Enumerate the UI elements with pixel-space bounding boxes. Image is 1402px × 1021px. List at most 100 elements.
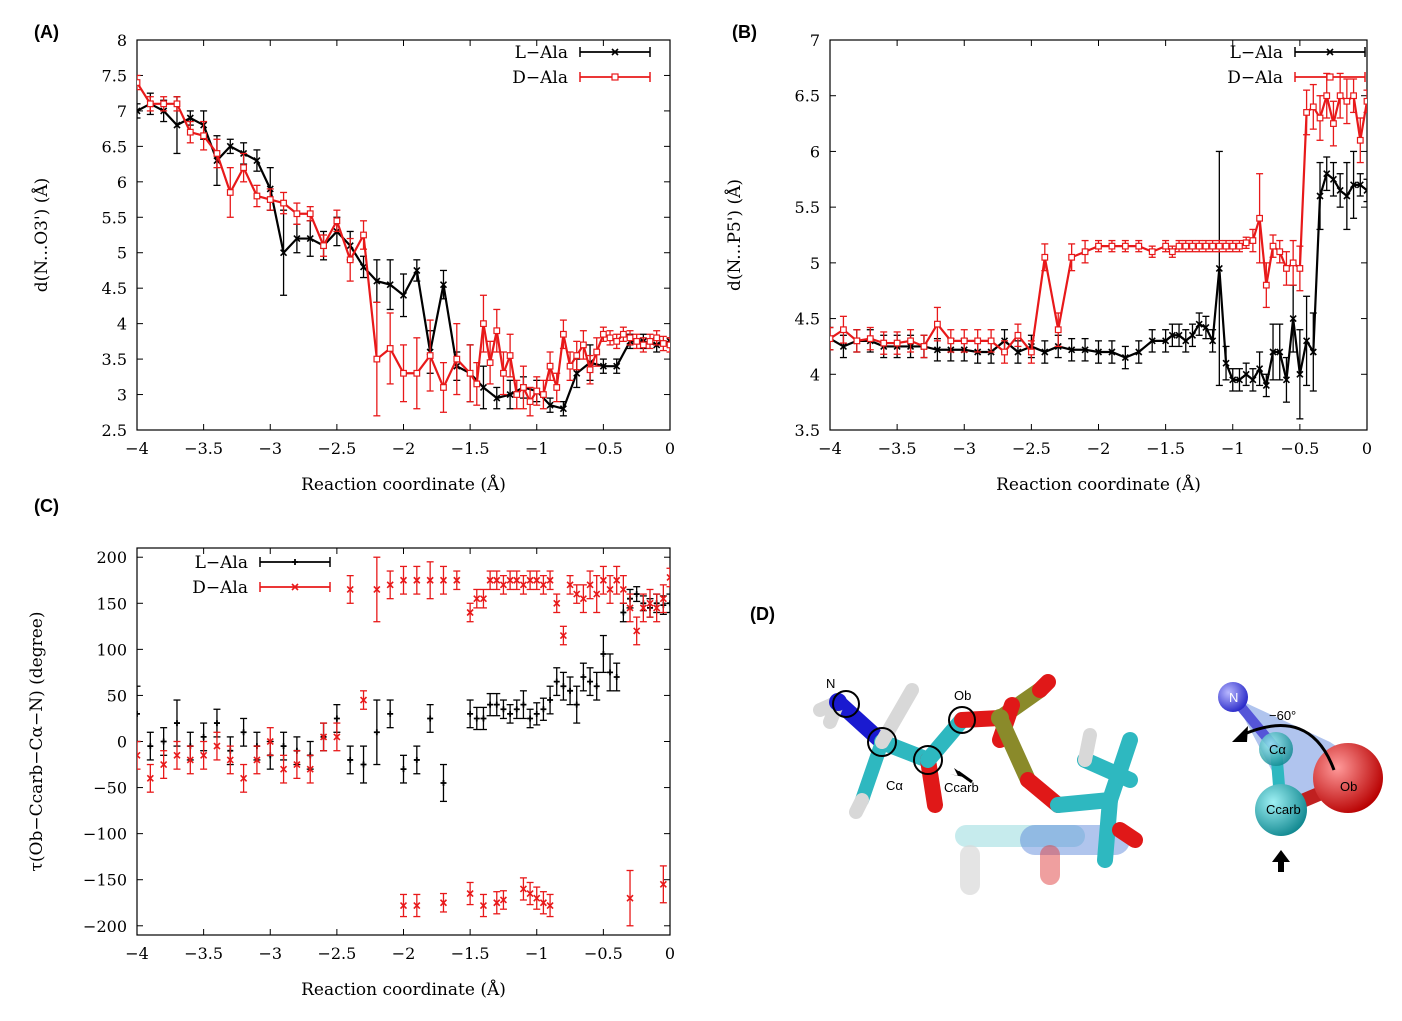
data-point bbox=[1303, 109, 1310, 116]
data-point bbox=[1108, 242, 1116, 250]
legend-label: L−Ala bbox=[195, 553, 248, 573]
carbon-atom-ccarb bbox=[1255, 784, 1307, 836]
data-point bbox=[667, 600, 670, 607]
plot-area bbox=[830, 72, 1367, 420]
data-point bbox=[1081, 248, 1089, 256]
data-point bbox=[830, 335, 834, 343]
x-tick-label: −3 bbox=[258, 944, 282, 963]
data-point bbox=[1269, 242, 1277, 250]
bond-ribose bbox=[1050, 792, 1118, 813]
y-tick-label: 5 bbox=[810, 254, 820, 273]
data-point bbox=[580, 674, 587, 680]
data-point bbox=[933, 320, 941, 328]
data-point bbox=[466, 369, 474, 377]
data-point bbox=[547, 697, 554, 704]
panel-label-d: (D) bbox=[750, 604, 775, 624]
data-point bbox=[280, 765, 288, 773]
y-tick-label: 7 bbox=[117, 102, 127, 121]
y-tick-label: 100 bbox=[96, 640, 127, 659]
x-tick-label: 0 bbox=[1362, 439, 1372, 458]
data-point bbox=[280, 199, 287, 207]
legend-label: D−Ala bbox=[1227, 68, 1283, 88]
x-tick-label: −2.5 bbox=[317, 944, 356, 963]
chart-c: −4 −3.5 −3 −2.5 −2 −1.5 −1 −0.5 0 −200 −150 −100 −50… bbox=[27, 547, 675, 1000]
data-point bbox=[467, 710, 474, 717]
data-point bbox=[659, 595, 667, 603]
data-point bbox=[493, 701, 500, 708]
x-tick-label: −2.5 bbox=[1012, 439, 1051, 458]
angle-label: −60° bbox=[1269, 708, 1296, 723]
data-point bbox=[1182, 337, 1190, 345]
data-point bbox=[359, 696, 368, 704]
data-point bbox=[659, 340, 667, 347]
data-point bbox=[173, 751, 181, 759]
plot-area bbox=[137, 74, 670, 417]
data-point bbox=[960, 337, 968, 345]
x-tick-label: −1 bbox=[525, 439, 549, 458]
faded-bond bbox=[960, 845, 980, 895]
data-point bbox=[567, 687, 574, 694]
y-tick-label: 5.5 bbox=[795, 198, 820, 217]
data-point bbox=[619, 330, 627, 338]
data-point bbox=[427, 715, 434, 722]
data-point bbox=[1215, 264, 1223, 272]
data-point bbox=[1296, 265, 1304, 272]
y-tick-label: 4.5 bbox=[102, 279, 127, 298]
data-point bbox=[137, 107, 141, 115]
phosphorus-atom bbox=[991, 709, 1009, 727]
data-point bbox=[920, 343, 928, 350]
data-point bbox=[1296, 370, 1304, 378]
data-point bbox=[506, 576, 514, 584]
data-point bbox=[1256, 365, 1264, 373]
data-point bbox=[1249, 237, 1257, 244]
data-point bbox=[533, 387, 541, 395]
data-point bbox=[1195, 242, 1203, 250]
data-point bbox=[1168, 248, 1176, 256]
data-point bbox=[513, 706, 520, 713]
data-point bbox=[1148, 248, 1156, 256]
data-point bbox=[539, 899, 547, 907]
data-point bbox=[293, 234, 301, 243]
data-point bbox=[1202, 242, 1210, 250]
data-point bbox=[1175, 242, 1183, 250]
atom-label-n: N bbox=[826, 676, 835, 691]
data-point bbox=[479, 383, 488, 392]
data-point bbox=[626, 894, 634, 902]
data-point bbox=[293, 210, 301, 218]
data-point bbox=[240, 774, 248, 782]
data-point bbox=[506, 352, 514, 359]
y-tick-label: 7 bbox=[810, 31, 820, 50]
data-point bbox=[320, 242, 327, 250]
nitrogen-atom bbox=[1218, 682, 1248, 712]
atom-label-ca: Cα bbox=[1269, 742, 1286, 757]
y-tick-label: 5.5 bbox=[102, 208, 127, 227]
data-point bbox=[226, 142, 234, 150]
faded-bond bbox=[1040, 845, 1060, 885]
data-point bbox=[666, 341, 670, 349]
data-point bbox=[1262, 281, 1270, 289]
legend-marker bbox=[611, 48, 619, 56]
y-tick-label: 7.5 bbox=[102, 66, 127, 85]
x-tick-label: 0 bbox=[665, 944, 675, 963]
series-d-ala bbox=[137, 74, 670, 417]
legend-label: L−Ala bbox=[1230, 43, 1283, 63]
y-tick-label: 150 bbox=[96, 594, 127, 613]
data-point bbox=[613, 337, 621, 345]
y-tick-label: 50 bbox=[107, 686, 127, 705]
data-point bbox=[173, 720, 180, 727]
y-tick-label: 4.5 bbox=[795, 310, 820, 329]
data-point bbox=[1356, 181, 1364, 189]
data-point bbox=[633, 591, 640, 598]
data-point bbox=[987, 337, 995, 345]
newman-projection: N Cα Ccarb Ob −60° bbox=[1218, 682, 1383, 872]
data-point bbox=[539, 581, 547, 589]
data-point bbox=[213, 720, 220, 727]
data-point bbox=[559, 405, 567, 413]
data-point bbox=[653, 604, 661, 612]
data-point bbox=[413, 756, 420, 763]
highlight-ob bbox=[948, 706, 976, 734]
data-point bbox=[1222, 242, 1230, 250]
bond-h bbox=[1078, 728, 1097, 767]
oxygen-atom-ob bbox=[1313, 743, 1383, 813]
